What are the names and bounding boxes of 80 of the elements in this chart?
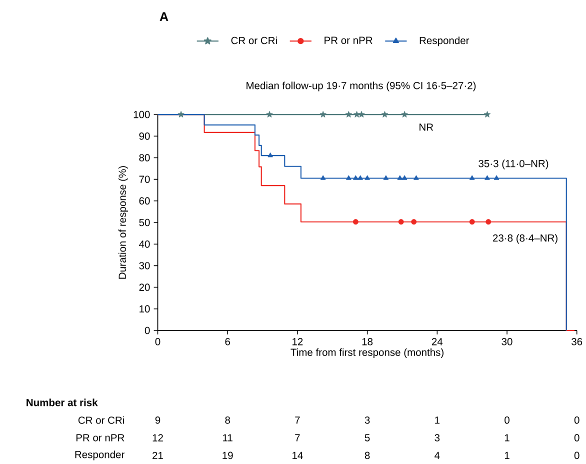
chart-title: A bbox=[160, 12, 168, 21]
point bbox=[383, 175, 389, 180]
point bbox=[266, 110, 273, 118]
point bbox=[345, 110, 352, 118]
point bbox=[469, 218, 475, 224]
x-tick-label: 6 bbox=[225, 338, 230, 346]
x-tick-label: 36 bbox=[572, 338, 582, 346]
text: 1 bbox=[435, 416, 440, 424]
text: PR or nPR bbox=[76, 434, 124, 442]
text: 1 bbox=[504, 452, 510, 459]
point bbox=[401, 110, 408, 118]
text: 5 bbox=[364, 434, 370, 442]
text: 0 bbox=[574, 416, 580, 424]
annotation: 23·8 (8·4–NR) bbox=[493, 234, 558, 244]
point bbox=[268, 152, 273, 158]
text: Number at risk bbox=[26, 398, 98, 406]
text: 11 bbox=[223, 434, 232, 442]
y-tick-label: 60 bbox=[139, 197, 150, 204]
point bbox=[320, 175, 326, 180]
text: 7 bbox=[295, 434, 300, 442]
point bbox=[353, 175, 358, 180]
text: 8 bbox=[364, 452, 370, 459]
point bbox=[358, 110, 365, 118]
point bbox=[358, 175, 363, 180]
text: 21 bbox=[152, 452, 163, 459]
point bbox=[414, 175, 419, 180]
x-tick-label: 30 bbox=[502, 338, 512, 346]
text: 9 bbox=[155, 416, 160, 424]
y-tick-label: 100 bbox=[134, 110, 150, 118]
y-tick-label: 30 bbox=[139, 262, 150, 270]
legend-label: Responder bbox=[420, 36, 470, 46]
point bbox=[469, 175, 475, 180]
annotation: 35·3 (11·0–NR) bbox=[478, 160, 548, 170]
annotation: NR bbox=[420, 123, 434, 130]
point bbox=[486, 218, 492, 224]
y-tick-label: 10 bbox=[140, 305, 150, 312]
y-tick-label: 20 bbox=[139, 284, 150, 291]
legend-label: PR or nPR bbox=[324, 36, 372, 44]
text: 14 bbox=[292, 452, 303, 459]
point bbox=[411, 218, 417, 224]
legend-label: CR or CRi bbox=[231, 36, 277, 44]
text: 12 bbox=[152, 434, 163, 442]
point bbox=[381, 110, 388, 118]
text: 1 bbox=[504, 434, 510, 442]
text: 0 bbox=[574, 452, 580, 459]
point bbox=[484, 175, 490, 180]
point bbox=[320, 110, 326, 118]
text: Responder bbox=[75, 450, 125, 460]
text: 3 bbox=[434, 434, 440, 442]
point bbox=[398, 218, 404, 224]
point bbox=[484, 110, 491, 118]
y-tick-label: 50 bbox=[139, 218, 150, 226]
text: 4 bbox=[434, 452, 440, 459]
text: CR or CRi bbox=[78, 416, 124, 424]
text: 8 bbox=[225, 416, 230, 424]
text: 19 bbox=[222, 452, 233, 459]
point bbox=[353, 110, 360, 118]
text: 0 bbox=[574, 434, 580, 442]
point bbox=[352, 218, 358, 224]
y-axis-title: Duration of response (%) bbox=[118, 166, 128, 279]
text: 0 bbox=[504, 416, 510, 424]
point bbox=[397, 175, 403, 180]
x-tick-label: 12 bbox=[292, 338, 303, 346]
y-tick-label: 40 bbox=[139, 240, 150, 248]
y-tick-label: 80 bbox=[139, 154, 150, 162]
point bbox=[402, 175, 408, 180]
point bbox=[364, 175, 370, 180]
y-tick-label: 90 bbox=[139, 132, 150, 140]
y-tick-label: 70 bbox=[139, 176, 150, 183]
text: 7 bbox=[295, 416, 300, 424]
point bbox=[494, 175, 500, 180]
x-axis-title: Time from first response (months) bbox=[290, 348, 444, 358]
x-tick-label: 24 bbox=[432, 338, 443, 346]
x-tick-label: 0 bbox=[155, 338, 160, 346]
x-tick-label: 18 bbox=[362, 338, 373, 346]
text: 3 bbox=[364, 416, 370, 424]
point bbox=[346, 175, 352, 180]
y-tick-label: 0 bbox=[144, 326, 150, 334]
chart-subtitle: Median follow-up 19·7 months (95% CI 16·5–27·2) bbox=[246, 82, 476, 92]
point bbox=[178, 110, 184, 118]
